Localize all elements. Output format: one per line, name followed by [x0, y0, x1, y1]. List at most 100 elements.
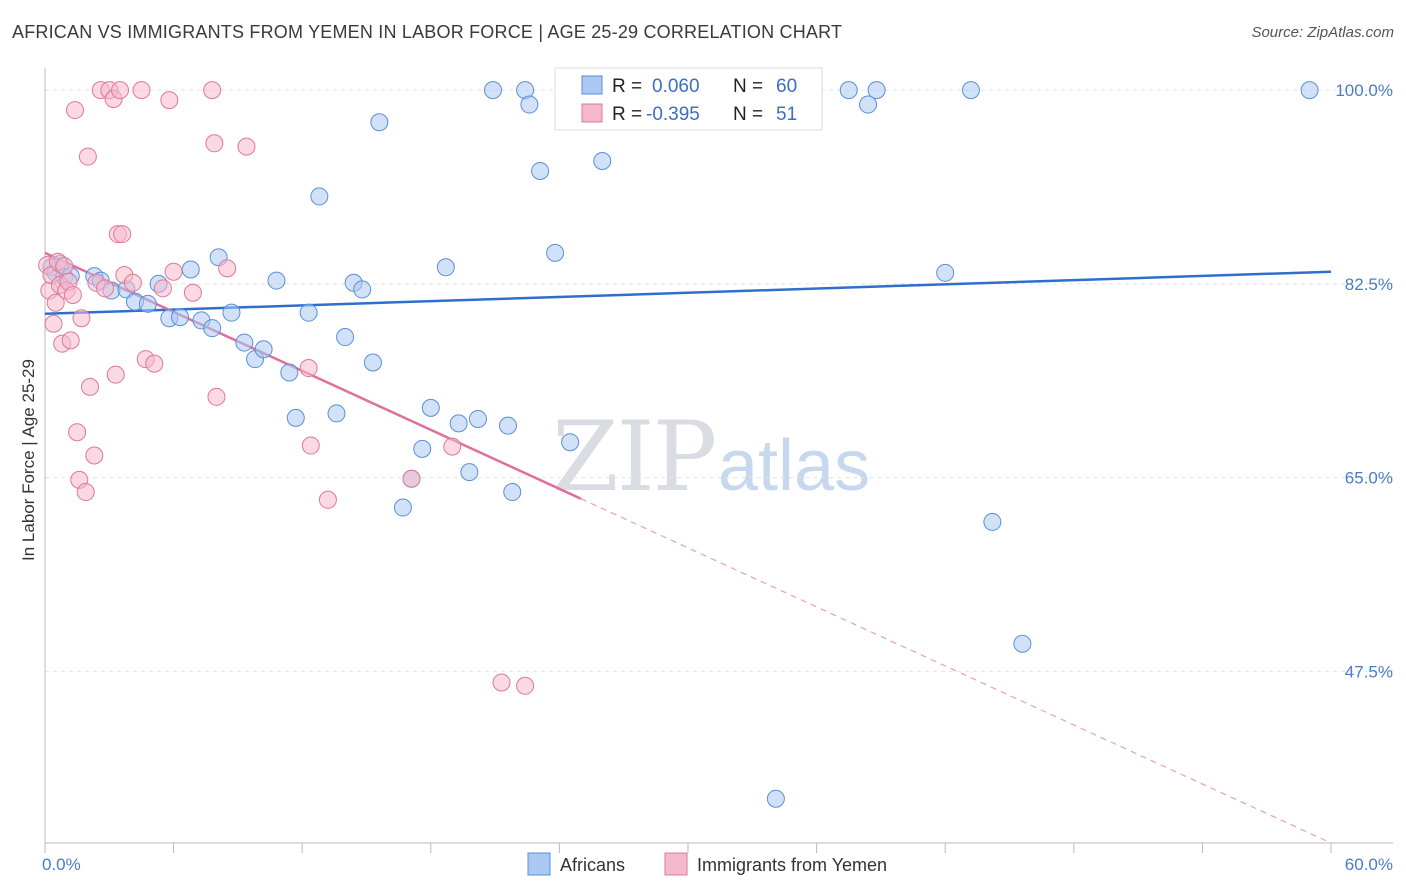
africans-point: [370, 113, 389, 132]
legend-swatch-yemen: [581, 103, 603, 123]
africans-point: [867, 81, 886, 100]
legend-r-value-0: 0.060: [652, 76, 700, 97]
yemen-point: [218, 259, 237, 278]
y-tick-label: 100.0%: [1335, 81, 1393, 100]
africans-point: [961, 81, 980, 100]
yemen-point: [164, 262, 183, 281]
africans-point: [327, 404, 346, 423]
yemen-point: [301, 436, 320, 455]
yemen-point: [55, 257, 74, 276]
legend-n-value-1: 51: [776, 104, 797, 125]
bottom-legend-swatch-africans: [527, 852, 551, 876]
y-axis-label: In Labor Force | Age 25-29: [19, 359, 38, 561]
yemen-point: [63, 285, 82, 304]
yemen-point: [145, 354, 164, 373]
africans-point: [1013, 634, 1032, 653]
yemen-point: [81, 377, 100, 396]
yemen-point: [203, 81, 222, 100]
africans-point: [393, 498, 412, 517]
yemen-point: [318, 490, 337, 509]
yemen-point: [76, 483, 95, 502]
africans-point: [310, 187, 329, 206]
legend-r-label-0: R =: [612, 76, 642, 97]
africans-point: [203, 319, 222, 338]
africans-point: [766, 789, 785, 808]
africans-point: [436, 258, 455, 277]
y-tick-label: 65.0%: [1345, 469, 1393, 488]
africans-point: [460, 463, 479, 482]
yemen-point: [160, 91, 179, 110]
africans-point: [235, 333, 254, 352]
x-tick-labels: 0.0% 60.0%: [42, 855, 1393, 874]
legend-n-value-0: 60: [776, 76, 797, 97]
yemen-point: [183, 283, 202, 302]
legend-n-label-1: N =: [733, 104, 763, 125]
yemen-point: [72, 309, 91, 328]
grid-lines: [45, 89, 1393, 672]
x-tick-label-min: 0.0%: [42, 855, 81, 874]
yemen-point: [111, 81, 130, 100]
yemen-point: [207, 387, 226, 406]
africans-point: [421, 398, 440, 417]
y-tick-label: 82.5%: [1345, 275, 1393, 294]
africans-point: [859, 95, 878, 114]
yemen-point: [492, 673, 511, 692]
africans-point: [413, 439, 432, 458]
africans-point: [363, 353, 382, 372]
yemen-point: [516, 676, 535, 695]
legend-r-label-1: R =: [612, 104, 642, 125]
africans-point: [171, 308, 190, 327]
africans-point: [1300, 81, 1319, 100]
yemen-point: [443, 437, 462, 456]
legend-swatch-africans: [581, 75, 603, 95]
africans-point: [593, 152, 612, 170]
yemen-point: [123, 273, 142, 292]
data-points: [38, 81, 1319, 808]
africans-point: [531, 161, 550, 180]
africans-point: [286, 408, 305, 427]
yemen-point: [96, 279, 115, 298]
yemen-point: [153, 279, 172, 298]
africans-point: [936, 263, 955, 282]
yemen-point: [61, 331, 80, 350]
watermark-zip: ZIP: [552, 401, 715, 513]
x-tick-label-max: 60.0%: [1345, 855, 1393, 874]
africans-point: [503, 483, 522, 502]
yemen-point: [85, 446, 104, 465]
yemen-point: [132, 81, 151, 100]
yemen-point: [106, 365, 125, 384]
chart-title: AFRICAN VS IMMIGRANTS FROM YEMEN IN LABO…: [12, 22, 843, 42]
y-tick-labels: 47.5% 65.0% 82.5% 100.0%: [1335, 81, 1393, 681]
bottom-legend-africans: Africans: [560, 855, 625, 875]
africans-point: [138, 294, 157, 313]
stats-legend: R = 0.060 N = 60 R = -0.395 N = 51: [554, 67, 823, 131]
yemen-point: [68, 423, 87, 442]
watermark-atlas: atlas: [718, 426, 870, 506]
africans-point: [983, 512, 1002, 531]
africans-point: [299, 303, 318, 322]
yemen-point: [66, 101, 85, 120]
yemen-point: [299, 359, 318, 378]
africans-point: [468, 409, 487, 428]
legend-r-value-1: -0.395: [646, 104, 700, 125]
africans-trendline: [44, 270, 1332, 316]
yemen-point: [113, 225, 132, 244]
yemen-trendline-extension: [580, 498, 1332, 844]
yemen-point: [78, 147, 97, 166]
yemen-point: [44, 314, 63, 333]
series-legend: Africans Immigrants from Yemen: [527, 852, 887, 876]
africans-point: [267, 271, 286, 290]
africans-point: [546, 243, 565, 262]
africans-point: [483, 81, 502, 100]
legend-n-label-0: N =: [733, 76, 763, 97]
africans-point: [336, 328, 355, 347]
africans-point: [254, 340, 273, 359]
yemen-point: [237, 137, 256, 156]
axes: [44, 68, 1393, 853]
africans-point: [561, 433, 580, 452]
y-tick-label: 47.5%: [1345, 662, 1393, 681]
bottom-legend-yemen: Immigrants from Yemen: [697, 855, 887, 875]
africans-point: [449, 414, 468, 433]
africans-point: [222, 303, 241, 322]
yemen-point: [402, 469, 421, 488]
